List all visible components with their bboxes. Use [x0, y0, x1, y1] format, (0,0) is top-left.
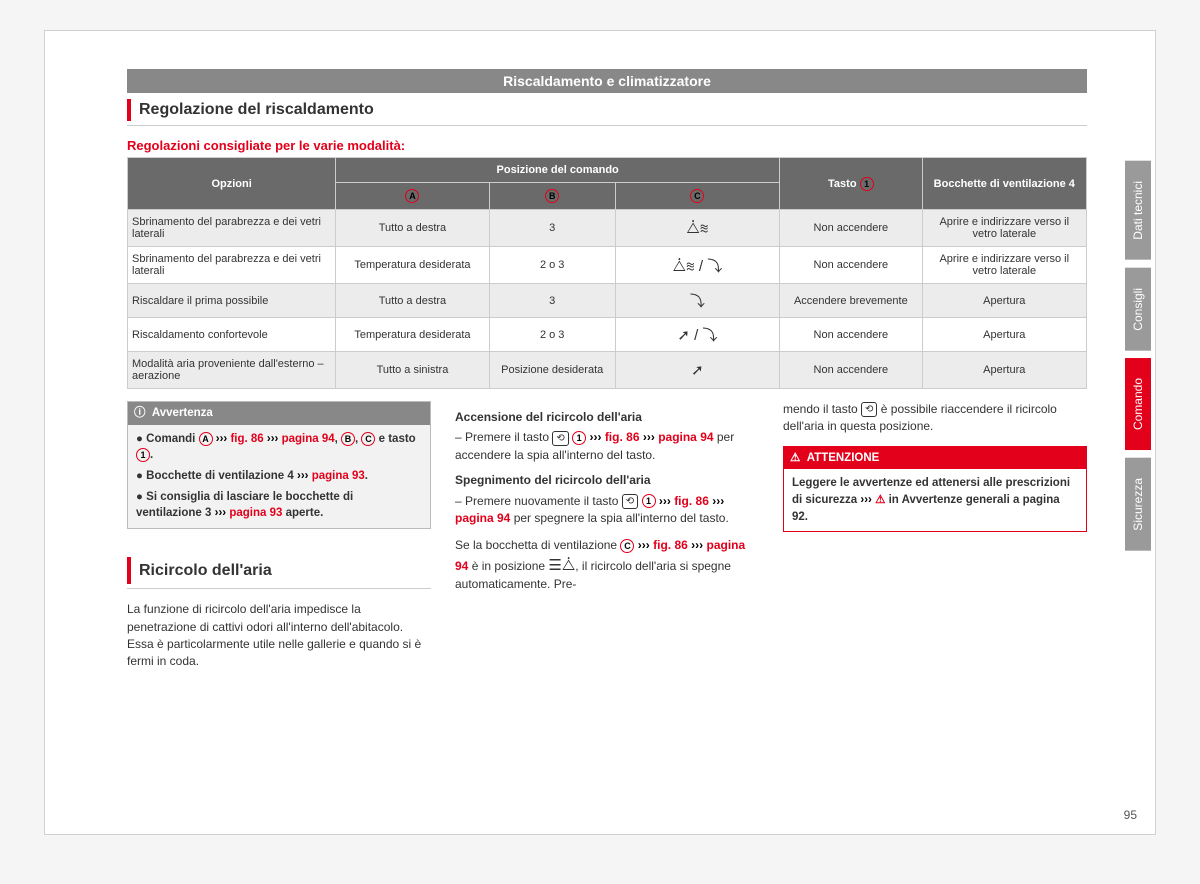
cell-d: Non accendere	[780, 210, 922, 247]
settings-table: Opzioni Posizione del comando Tasto 1 Bo…	[127, 157, 1087, 389]
h-spegnimento: Spegnimento del ricircolo dell'aria	[455, 472, 759, 489]
th-b: B	[489, 183, 615, 210]
section-title-regolazione: Regolazione del riscaldamento	[127, 99, 1087, 121]
cell-d: Non accendere	[780, 318, 922, 352]
feet-icon: ⤵	[690, 293, 705, 310]
cell-opt: Sbrinamento del parabrezza e dei vetri l…	[128, 210, 336, 247]
th-opzioni: Opzioni	[128, 158, 336, 210]
table-row: Sbrinamento del parabrezza e dei vetri l…	[128, 247, 1087, 284]
cell-a: Tutto a sinistra	[336, 352, 489, 389]
th-posizione: Posizione del comando	[336, 158, 780, 183]
column-2: Accensione del ricircolo dell'aria – Pre…	[455, 401, 759, 671]
tab-sicurezza[interactable]: Sicurezza	[1125, 458, 1151, 551]
page-number: 95	[1124, 808, 1137, 822]
ricircolo-paragraph: La funzione di ricircolo dell'aria imped…	[127, 601, 431, 671]
column-1: ⓘ Avvertenza ● Comandi A ››› fig. 86 ›››…	[127, 401, 431, 671]
tab-dati-tecnici[interactable]: Dati tecnici	[1125, 161, 1151, 260]
info-icon: ⓘ	[134, 407, 146, 419]
cell-d: Non accendere	[780, 247, 922, 284]
cell-c: ⤵	[615, 284, 779, 318]
attention-box: ⚠ ATTENZIONE Leggere le avvertenze ed at…	[783, 446, 1087, 533]
face-icon: ➚	[691, 362, 704, 379]
cell-b: Posizione desiderata	[489, 352, 615, 389]
cell-e: Aprire e indirizzare verso il vetro late…	[922, 247, 1086, 284]
th-a: A	[336, 183, 489, 210]
cell-c: ➚ / ⤵	[615, 318, 779, 352]
front-defrost-icon: ⧊≋	[686, 220, 708, 237]
th-bocchette: Bocchette di ventilazione 4	[922, 158, 1086, 210]
table-row: Sbrinamento del parabrezza e dei vetri l…	[128, 210, 1087, 247]
table-row: Riscaldamento confortevoleTemperatura de…	[128, 318, 1087, 352]
th-tasto: Tasto 1	[780, 158, 922, 210]
cell-e: Apertura	[922, 318, 1086, 352]
column-3: mendo il tasto ⟲ è possibile riaccendere…	[783, 401, 1087, 671]
warning-icon: ⚠	[875, 494, 885, 506]
recirc-icon: ⟲	[552, 431, 568, 446]
table-row: Riscaldare il prima possibileTutto a des…	[128, 284, 1087, 318]
cell-e: Apertura	[922, 284, 1086, 318]
side-tabs: Dati tecnici Consigli Comando Sicurezza	[1125, 161, 1155, 559]
cell-b: 3	[489, 284, 615, 318]
cell-b: 2 o 3	[489, 247, 615, 284]
cell-e: Apertura	[922, 352, 1086, 389]
h-accensione: Accensione del ricircolo dell'aria	[455, 409, 759, 426]
tab-consigli[interactable]: Consigli	[1125, 268, 1151, 351]
tab-comando[interactable]: Comando	[1125, 358, 1151, 450]
cell-e: Aprire e indirizzare verso il vetro late…	[922, 210, 1086, 247]
cell-b: 3	[489, 210, 615, 247]
cell-a: Tutto a destra	[336, 210, 489, 247]
cell-c: ➚	[615, 352, 779, 389]
front-defrost-feet-icon: ⧊≋ / ⤵	[673, 258, 723, 275]
note-title: Avvertenza	[152, 407, 213, 419]
chapter-header: Riscaldamento e climatizzatore	[127, 69, 1087, 93]
cell-d: Non accendere	[780, 352, 922, 389]
content: Riscaldamento e climatizzatore Regolazio…	[127, 69, 1087, 671]
warning-icon: ⚠	[790, 452, 800, 464]
note-box: ⓘ Avvertenza ● Comandi A ››› fig. 86 ›››…	[127, 401, 431, 529]
warn-title: ATTENZIONE	[807, 452, 880, 464]
page: Dati tecnici Consigli Comando Sicurezza …	[44, 30, 1156, 835]
front-defrost-icon: ☰⧊	[548, 557, 575, 574]
cell-a: Tutto a destra	[336, 284, 489, 318]
cell-a: Temperatura desiderata	[336, 318, 489, 352]
cell-opt: Sbrinamento del parabrezza e dei vetri l…	[128, 247, 336, 284]
cell-c: ⧊≋ / ⤵	[615, 247, 779, 284]
cell-a: Temperatura desiderata	[336, 247, 489, 284]
cell-opt: Riscaldare il prima possibile	[128, 284, 336, 318]
th-c: C	[615, 183, 779, 210]
table-caption: Regolazioni consigliate per le varie mod…	[127, 138, 1087, 153]
cell-d: Accendere brevemente	[780, 284, 922, 318]
recirc-icon: ⟲	[861, 402, 877, 417]
cell-c: ⧊≋	[615, 210, 779, 247]
face-feet-icon: ➚ / ⤵	[677, 327, 717, 344]
cell-opt: Riscaldamento confortevole	[128, 318, 336, 352]
section-title-ricircolo: Ricircolo dell'aria	[127, 557, 431, 584]
cell-opt: Modalità aria proveniente dall'esterno –…	[128, 352, 336, 389]
table-row: Modalità aria proveniente dall'esterno –…	[128, 352, 1087, 389]
cell-b: 2 o 3	[489, 318, 615, 352]
recirc-icon: ⟲	[622, 494, 638, 509]
